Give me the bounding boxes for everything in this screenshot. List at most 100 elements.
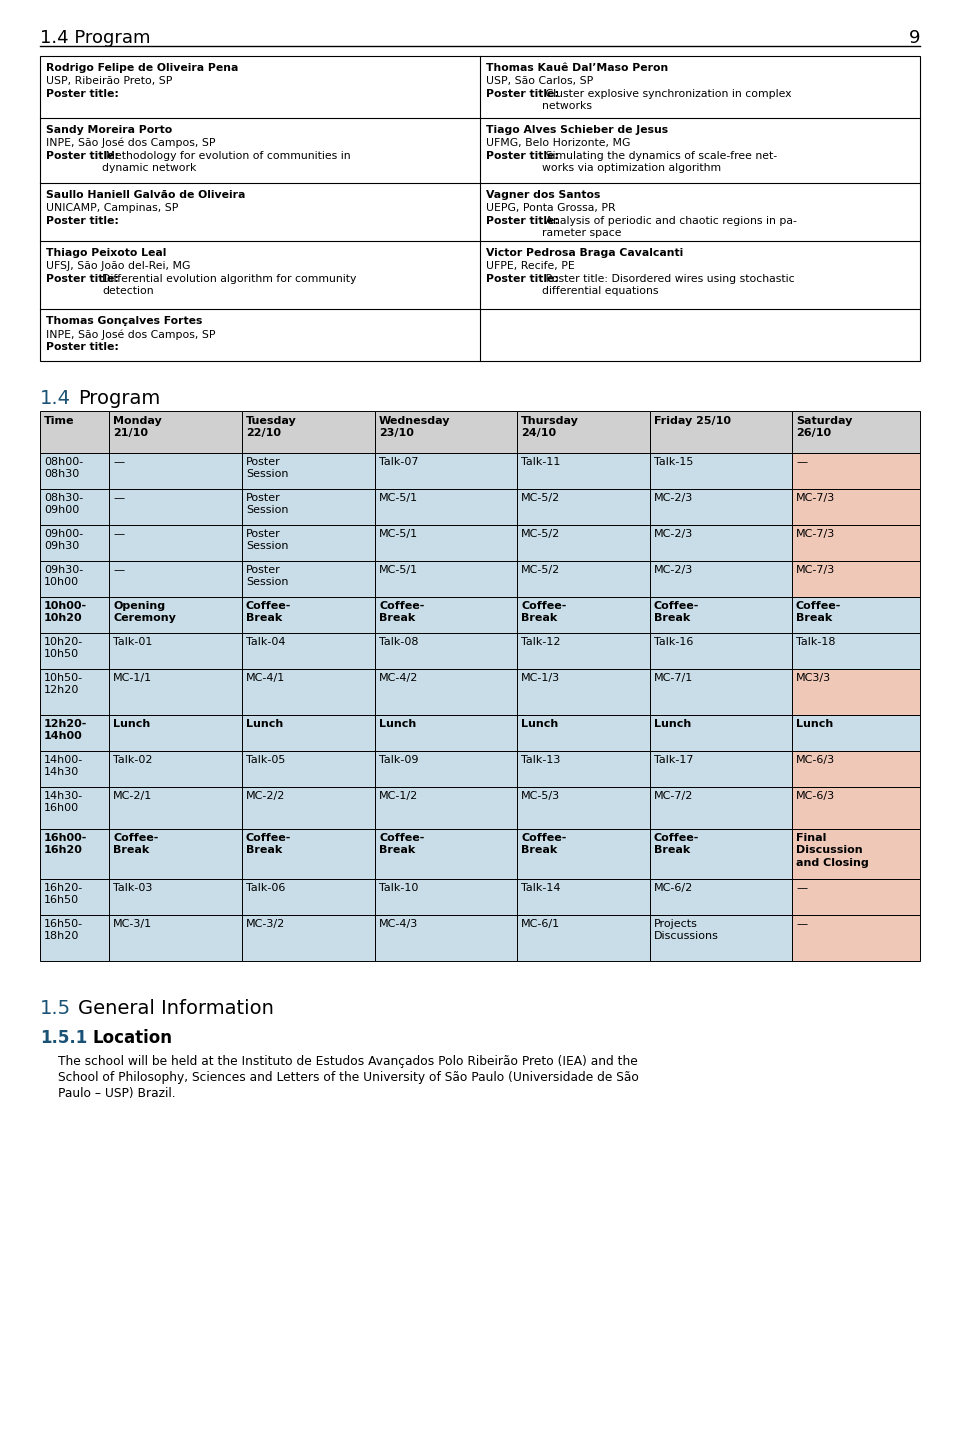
Text: MC-5/1: MC-5/1 [379, 530, 419, 540]
Bar [792, 669, 920, 715]
Text: Talk-17: Talk-17 [654, 755, 693, 766]
Text: MC-5/2: MC-5/2 [521, 494, 561, 504]
Text: Talk-07: Talk-07 [379, 458, 419, 468]
Bar [375, 561, 517, 597]
Bar [517, 787, 650, 829]
Text: Cluster explosive synchronization in complex
networks: Cluster explosive synchronization in com… [541, 89, 791, 111]
Text: Coffee-
Break: Coffee- Break [113, 833, 158, 855]
Text: Location: Location [92, 1029, 172, 1048]
Text: Coffee-
Break: Coffee- Break [246, 833, 292, 855]
Bar [792, 879, 920, 915]
Bar [242, 879, 375, 915]
Text: Talk-15: Talk-15 [654, 458, 693, 468]
Bar [40, 787, 109, 829]
Bar [375, 669, 517, 715]
Bar [650, 597, 792, 633]
Text: INPE, São José dos Campos, SP: INPE, São José dos Campos, SP [46, 138, 215, 148]
Text: Simulating the dynamics of scale-free net-
works via optimization algorithm: Simulating the dynamics of scale-free ne… [541, 151, 777, 174]
Text: Talk-12: Talk-12 [521, 637, 561, 648]
Text: Methodology for evolution of communities in
dynamic network: Methodology for evolution of communities… [102, 151, 350, 174]
Bar [517, 715, 650, 751]
Text: MC-5/1: MC-5/1 [379, 566, 419, 576]
Bar [517, 453, 650, 489]
Text: Poster
Session: Poster Session [246, 458, 289, 479]
Text: Thomas Gonçalves Fortes: Thomas Gonçalves Fortes [46, 317, 203, 327]
Bar [242, 669, 375, 715]
Text: 1.4 Program: 1.4 Program [40, 29, 151, 47]
Bar [40, 879, 109, 915]
Text: Coffee-
Break: Coffee- Break [246, 602, 292, 623]
Bar [375, 453, 517, 489]
Text: —: — [796, 458, 807, 468]
Bar [40, 669, 109, 715]
Text: MC-2/3: MC-2/3 [654, 530, 693, 540]
Text: Poster title:: Poster title: [46, 151, 119, 161]
Bar [109, 597, 242, 633]
Text: Talk-11: Talk-11 [521, 458, 561, 468]
Text: MC-7/1: MC-7/1 [654, 673, 693, 684]
Bar [242, 489, 375, 525]
Text: MC-1/1: MC-1/1 [113, 673, 152, 684]
Text: Poster
Session: Poster Session [246, 530, 289, 551]
Text: Monday
21/10: Monday 21/10 [113, 416, 161, 439]
Bar [517, 561, 650, 597]
Text: MC-2/3: MC-2/3 [654, 566, 693, 576]
Text: Talk-05: Talk-05 [246, 755, 285, 766]
Text: Lunch: Lunch [521, 720, 559, 730]
Text: —: — [113, 494, 124, 504]
Bar [40, 561, 109, 597]
Bar [242, 597, 375, 633]
Bar [242, 633, 375, 669]
Bar [650, 829, 792, 879]
Text: Projects
Discussions: Projects Discussions [654, 920, 719, 941]
Text: —: — [796, 884, 807, 894]
Text: Time: Time [44, 416, 75, 426]
Text: MC-6/2: MC-6/2 [654, 884, 693, 894]
Bar [517, 489, 650, 525]
Bar [792, 751, 920, 787]
Bar [242, 412, 375, 453]
Bar [792, 525, 920, 561]
Text: Wednesday
23/10: Wednesday 23/10 [379, 416, 450, 439]
Text: MC-5/2: MC-5/2 [521, 530, 561, 540]
Bar [242, 561, 375, 597]
Text: Thomas Kauê Dal’Maso Peron: Thomas Kauê Dal’Maso Peron [486, 63, 668, 73]
Bar [242, 829, 375, 879]
Text: Talk-18: Talk-18 [796, 637, 835, 648]
Text: Poster title: Disordered wires using stochastic
differential equations: Poster title: Disordered wires using sto… [541, 273, 795, 296]
Text: 16h20-
16h50: 16h20- 16h50 [44, 884, 84, 905]
Text: MC-3/2: MC-3/2 [246, 920, 285, 930]
Bar [109, 829, 242, 879]
Text: Saullo Haniell Galvão de Oliveira: Saullo Haniell Galvão de Oliveira [46, 190, 246, 200]
Text: 08h30-
09h00: 08h30- 09h00 [44, 494, 84, 515]
Bar [375, 633, 517, 669]
Text: Poster title:: Poster title: [46, 273, 119, 283]
Text: INPE, São José dos Campos, SP: INPE, São José dos Campos, SP [46, 330, 215, 340]
Text: MC-6/3: MC-6/3 [796, 791, 835, 802]
Bar [792, 561, 920, 597]
Bar [40, 597, 109, 633]
Text: Tiago Alves Schieber de Jesus: Tiago Alves Schieber de Jesus [486, 125, 668, 135]
Text: General Information: General Information [78, 999, 274, 1017]
Text: 10h50-
12h20: 10h50- 12h20 [44, 673, 84, 695]
Text: 1.5: 1.5 [40, 999, 71, 1017]
Bar [650, 453, 792, 489]
Text: Talk-09: Talk-09 [379, 755, 419, 766]
Bar [40, 633, 109, 669]
Text: Poster title:: Poster title: [486, 89, 559, 99]
Text: 14h30-
16h00: 14h30- 16h00 [44, 791, 84, 813]
Bar [109, 915, 242, 961]
Text: UNICAMP, Campinas, SP: UNICAMP, Campinas, SP [46, 203, 179, 213]
Bar [375, 412, 517, 453]
Text: Poster
Session: Poster Session [246, 494, 289, 515]
Text: Talk-03: Talk-03 [113, 884, 153, 894]
Text: Tuesday
22/10: Tuesday 22/10 [246, 416, 297, 439]
Text: MC-7/3: MC-7/3 [796, 530, 835, 540]
Text: Coffee-
Break: Coffee- Break [379, 833, 424, 855]
Bar [650, 561, 792, 597]
Text: Friday 25/10: Friday 25/10 [654, 416, 731, 426]
Text: Poster title:: Poster title: [486, 273, 559, 283]
Text: Coffee-
Break: Coffee- Break [654, 602, 700, 623]
Bar [517, 412, 650, 453]
Text: Analysis of periodic and chaotic regions in pa-
rameter space: Analysis of periodic and chaotic regions… [541, 216, 797, 239]
